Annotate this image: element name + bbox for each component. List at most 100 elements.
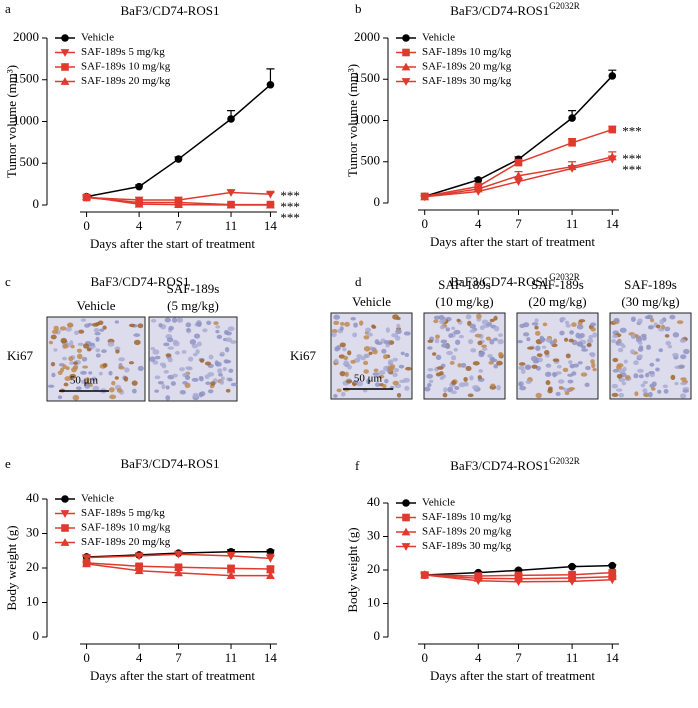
y-tick-label: 10 — [367, 594, 380, 609]
x-tick-label: 0 — [421, 650, 428, 665]
cell — [467, 393, 474, 398]
cell — [362, 388, 368, 393]
cell — [613, 317, 620, 323]
column-label: (20 mg/kg) — [528, 294, 586, 309]
y-tick-label: 1000 — [13, 112, 39, 127]
marker — [134, 552, 144, 561]
cell — [518, 362, 526, 366]
cell — [356, 354, 363, 359]
cell — [388, 359, 394, 365]
marker — [420, 193, 430, 202]
legend-label: SAF-189s 10 mg/kg — [81, 61, 171, 73]
cell — [611, 339, 616, 344]
cell — [440, 339, 448, 344]
marker — [266, 554, 275, 563]
cell — [465, 365, 472, 372]
panel-title: BaF3/CD74-ROS1G2032R — [450, 272, 579, 289]
cell — [493, 326, 500, 332]
cell — [172, 373, 178, 378]
cell — [454, 386, 460, 391]
legend-label: SAF-189s 5 mg/kg — [81, 46, 165, 58]
cell — [493, 315, 498, 321]
column-label: (10 mg/kg) — [435, 294, 493, 309]
cell — [94, 331, 101, 336]
cell — [517, 340, 523, 344]
cell — [435, 354, 442, 361]
cell — [648, 391, 653, 398]
cell — [133, 333, 141, 337]
cell — [446, 350, 453, 356]
title-main: BaF3/CD74-ROS1 — [121, 3, 220, 18]
cell — [372, 372, 380, 376]
cell — [80, 318, 87, 322]
cell — [584, 382, 590, 387]
cell — [368, 351, 373, 356]
cell — [347, 364, 352, 370]
cell — [174, 350, 180, 355]
column-label: SAF-189s — [167, 281, 220, 296]
cell — [633, 360, 639, 366]
cell — [498, 333, 503, 338]
cell — [536, 353, 543, 358]
cell — [191, 377, 199, 382]
cell — [557, 379, 565, 384]
cell — [77, 342, 84, 347]
cell — [578, 319, 586, 323]
cell — [478, 369, 484, 373]
x-tick-label: 7 — [175, 218, 182, 233]
cell — [518, 382, 523, 387]
cell — [222, 366, 227, 372]
cell — [225, 337, 233, 343]
marker — [568, 562, 576, 571]
marker — [227, 115, 235, 123]
marker — [60, 77, 70, 85]
cell — [581, 348, 589, 352]
cell — [522, 322, 530, 328]
cell — [352, 332, 358, 338]
cell — [451, 326, 456, 331]
cell — [50, 362, 56, 367]
cell — [439, 325, 445, 330]
title-main: BaF3/CD74-ROS1 — [450, 3, 549, 18]
y-tick-label: 10 — [26, 593, 39, 608]
cell — [618, 392, 625, 398]
cell — [579, 332, 585, 338]
legend-label: SAF-189s 10 mg/kg — [81, 522, 171, 534]
cell — [373, 368, 379, 373]
cell — [170, 381, 176, 386]
cell — [84, 383, 91, 389]
cell — [339, 370, 346, 377]
x-tick-label: 14 — [264, 650, 278, 665]
cell — [477, 375, 482, 380]
ihc-image — [516, 312, 599, 400]
cell — [158, 323, 163, 328]
cell — [154, 355, 161, 360]
cell — [193, 333, 201, 339]
cell — [86, 347, 92, 352]
cell — [80, 370, 87, 375]
cell — [192, 392, 199, 399]
cell — [479, 325, 485, 331]
cell — [456, 318, 461, 323]
cell — [490, 383, 496, 387]
cell — [634, 391, 639, 397]
x-tick-label: 4 — [136, 650, 143, 665]
cell — [396, 316, 401, 321]
cell — [534, 318, 539, 323]
cell — [51, 372, 56, 378]
cell — [567, 379, 574, 384]
y-tick-label: 1500 — [13, 71, 39, 86]
cell — [68, 356, 74, 362]
cell — [467, 339, 474, 345]
x-tick-label: 7 — [175, 650, 182, 665]
cell — [385, 327, 390, 333]
cell — [469, 329, 476, 333]
cell — [116, 388, 123, 393]
cell — [634, 334, 639, 338]
cell — [612, 334, 619, 339]
cell — [70, 344, 75, 349]
cell — [577, 361, 583, 365]
cell — [53, 348, 58, 352]
cell — [568, 360, 573, 365]
cell — [445, 327, 451, 332]
